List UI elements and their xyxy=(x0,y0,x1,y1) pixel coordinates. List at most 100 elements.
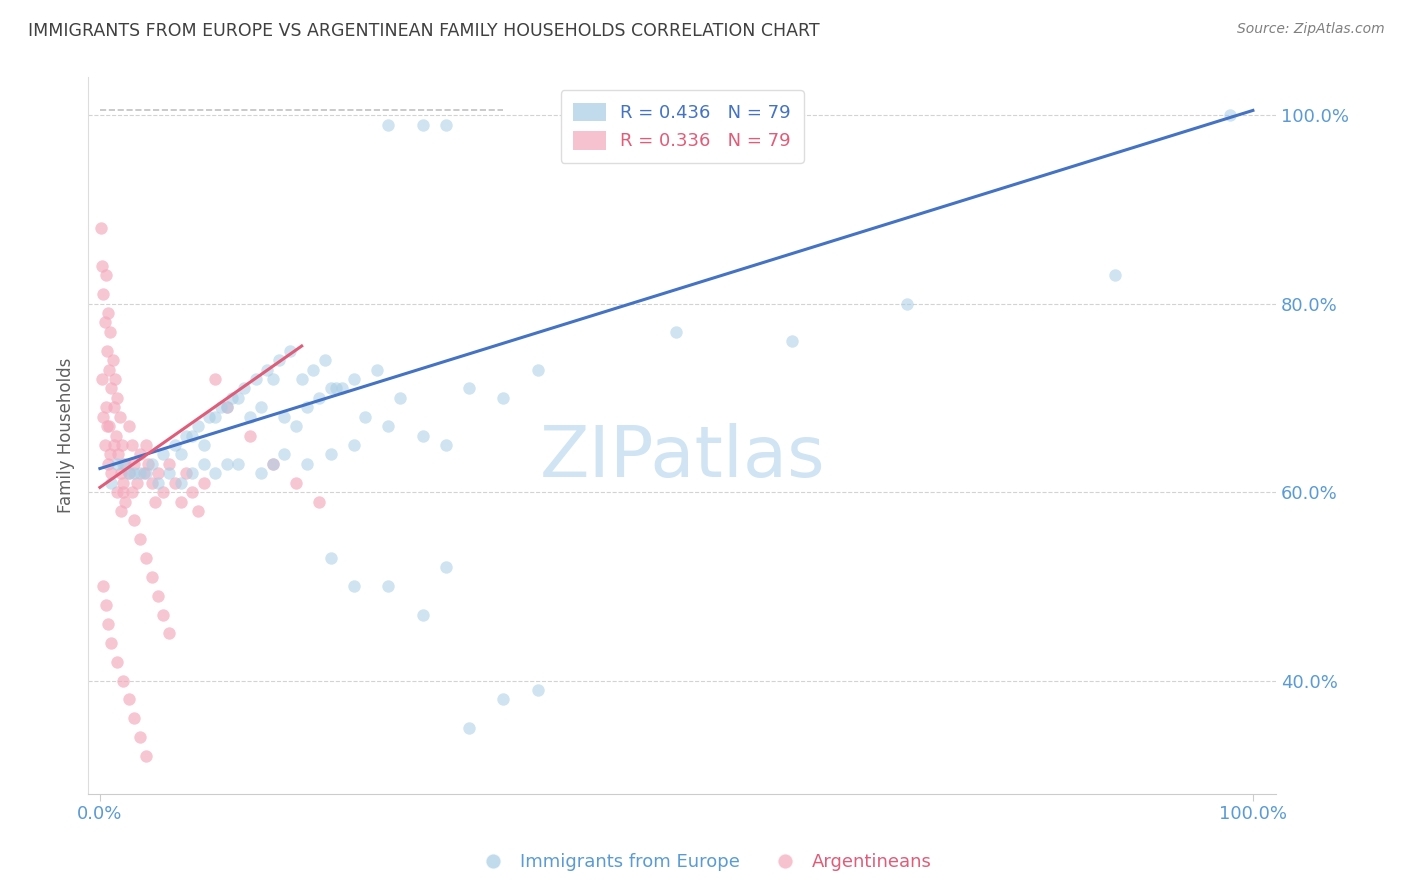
Point xyxy=(250,401,273,415)
Point xyxy=(176,467,198,481)
Point xyxy=(204,409,226,424)
Point xyxy=(267,353,290,368)
Point xyxy=(141,570,163,584)
Point xyxy=(100,636,122,650)
Point xyxy=(330,381,353,395)
Point xyxy=(93,579,115,593)
Point xyxy=(91,259,114,273)
Point xyxy=(297,401,319,415)
Point xyxy=(198,409,221,424)
Point xyxy=(141,475,163,490)
Point xyxy=(118,419,141,434)
Point xyxy=(118,467,141,481)
Point xyxy=(97,457,120,471)
Point xyxy=(94,598,117,612)
Point xyxy=(105,655,128,669)
Point xyxy=(434,560,457,574)
Point xyxy=(98,325,121,339)
Point xyxy=(204,372,226,386)
Point xyxy=(105,391,128,405)
Point xyxy=(135,551,157,566)
Point xyxy=(129,730,152,744)
Point xyxy=(325,381,347,395)
Point xyxy=(193,438,215,452)
Point xyxy=(1219,108,1241,122)
Point xyxy=(93,409,115,424)
Point xyxy=(105,428,128,442)
Point xyxy=(114,457,136,471)
Point xyxy=(135,749,157,764)
Point xyxy=(107,447,129,461)
Point xyxy=(129,447,152,461)
Legend: R = 0.436   N = 79, R = 0.336   N = 79: R = 0.436 N = 79, R = 0.336 N = 79 xyxy=(561,90,804,163)
Point xyxy=(665,325,688,339)
Point xyxy=(93,438,115,452)
Point xyxy=(100,467,122,481)
Point xyxy=(118,467,141,481)
Point xyxy=(93,316,115,330)
Point xyxy=(193,457,215,471)
Point xyxy=(239,428,262,442)
Point xyxy=(108,409,131,424)
Point xyxy=(136,457,159,471)
Point xyxy=(262,372,284,386)
Point xyxy=(262,457,284,471)
Point xyxy=(157,626,180,640)
Point xyxy=(204,467,226,481)
Point xyxy=(226,457,249,471)
Point xyxy=(163,475,186,490)
Point xyxy=(284,419,307,434)
Point xyxy=(132,467,155,481)
Point xyxy=(273,447,295,461)
Point xyxy=(101,353,124,368)
Point xyxy=(169,447,191,461)
Point xyxy=(169,475,191,490)
Point xyxy=(97,617,120,632)
Point xyxy=(129,467,152,481)
Point xyxy=(412,428,434,442)
Point xyxy=(354,409,377,424)
Point xyxy=(146,589,169,603)
Point xyxy=(273,409,295,424)
Point xyxy=(141,457,163,471)
Point xyxy=(527,362,550,376)
Text: Source: ZipAtlas.com: Source: ZipAtlas.com xyxy=(1237,22,1385,37)
Point xyxy=(314,353,336,368)
Point xyxy=(377,419,399,434)
Point xyxy=(245,372,267,386)
Point xyxy=(163,438,186,452)
Point xyxy=(342,372,364,386)
Point xyxy=(457,721,479,735)
Point xyxy=(256,362,278,376)
Point xyxy=(226,391,249,405)
Point xyxy=(302,362,325,376)
Point xyxy=(152,485,174,500)
Point xyxy=(181,428,204,442)
Point xyxy=(135,467,157,481)
Point xyxy=(90,221,112,235)
Point xyxy=(105,485,128,500)
Point xyxy=(176,428,198,442)
Point xyxy=(103,401,125,415)
Point xyxy=(278,343,301,358)
Point xyxy=(135,438,157,452)
Point xyxy=(111,673,134,688)
Point xyxy=(96,343,118,358)
Point xyxy=(104,372,127,386)
Point xyxy=(896,296,918,310)
Point xyxy=(297,457,319,471)
Point xyxy=(98,419,121,434)
Point xyxy=(209,401,232,415)
Point xyxy=(215,457,238,471)
Point xyxy=(111,438,134,452)
Point xyxy=(105,457,128,471)
Point xyxy=(169,494,191,508)
Point xyxy=(111,475,134,490)
Point xyxy=(187,419,209,434)
Point xyxy=(100,475,122,490)
Point xyxy=(434,438,457,452)
Point xyxy=(239,409,262,424)
Point xyxy=(250,467,273,481)
Point xyxy=(98,362,121,376)
Point xyxy=(114,494,136,508)
